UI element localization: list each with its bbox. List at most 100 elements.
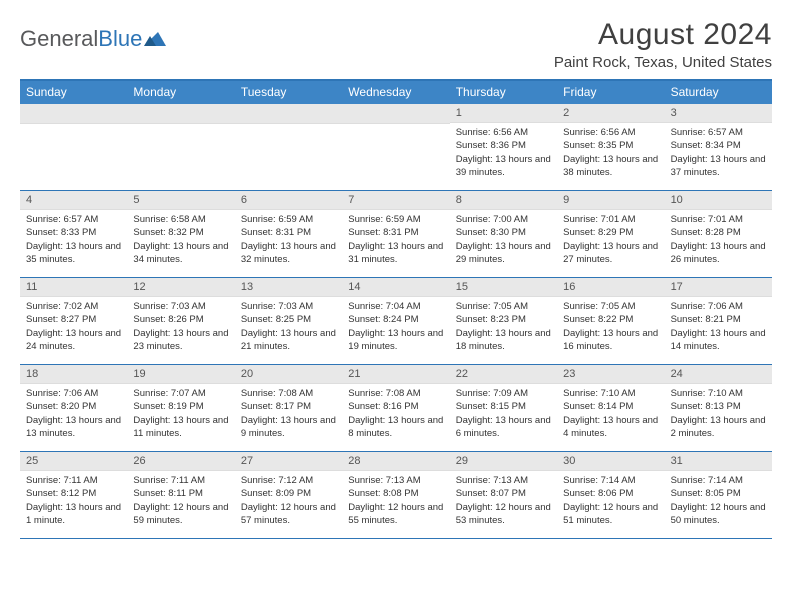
sunset-text: Sunset: 8:06 PM — [563, 487, 658, 500]
sunrise-text: Sunrise: 7:10 AM — [671, 387, 766, 400]
sunset-text: Sunset: 8:07 PM — [456, 487, 551, 500]
calendar-day: 30Sunrise: 7:14 AMSunset: 8:06 PMDayligh… — [557, 452, 664, 538]
sunset-text: Sunset: 8:17 PM — [241, 400, 336, 413]
sunrise-text: Sunrise: 7:03 AM — [133, 300, 228, 313]
daylight-text: Daylight: 12 hours and 57 minutes. — [241, 501, 336, 528]
empty-date-row — [235, 104, 342, 124]
daylight-text: Daylight: 12 hours and 53 minutes. — [456, 501, 551, 528]
daylight-text: Daylight: 13 hours and 26 minutes. — [671, 240, 766, 267]
day-detail: Sunrise: 6:57 AMSunset: 8:34 PMDaylight:… — [665, 123, 772, 183]
day-number: 10 — [665, 191, 772, 210]
calendar-day: 29Sunrise: 7:13 AMSunset: 8:07 PMDayligh… — [450, 452, 557, 538]
day-detail: Sunrise: 7:06 AMSunset: 8:20 PMDaylight:… — [20, 384, 127, 444]
calendar-day: 10Sunrise: 7:01 AMSunset: 8:28 PMDayligh… — [665, 191, 772, 277]
day-detail: Sunrise: 7:12 AMSunset: 8:09 PMDaylight:… — [235, 471, 342, 531]
sunrise-text: Sunrise: 6:56 AM — [563, 126, 658, 139]
sunrise-text: Sunrise: 6:59 AM — [348, 213, 443, 226]
day-number: 22 — [450, 365, 557, 384]
daylight-text: Daylight: 13 hours and 29 minutes. — [456, 240, 551, 267]
day-detail: Sunrise: 6:56 AMSunset: 8:35 PMDaylight:… — [557, 123, 664, 183]
day-detail: Sunrise: 7:11 AMSunset: 8:12 PMDaylight:… — [20, 471, 127, 531]
day-number: 4 — [20, 191, 127, 210]
calendar-day: 2Sunrise: 6:56 AMSunset: 8:35 PMDaylight… — [557, 104, 664, 190]
daylight-text: Daylight: 13 hours and 31 minutes. — [348, 240, 443, 267]
calendar-day: 20Sunrise: 7:08 AMSunset: 8:17 PMDayligh… — [235, 365, 342, 451]
calendar-day: 22Sunrise: 7:09 AMSunset: 8:15 PMDayligh… — [450, 365, 557, 451]
weekday-header: Sunday — [20, 81, 127, 104]
sunset-text: Sunset: 8:05 PM — [671, 487, 766, 500]
daylight-text: Daylight: 13 hours and 13 minutes. — [26, 414, 121, 441]
calendar-day: 12Sunrise: 7:03 AMSunset: 8:26 PMDayligh… — [127, 278, 234, 364]
calendar-day: 26Sunrise: 7:11 AMSunset: 8:11 PMDayligh… — [127, 452, 234, 538]
calendar-week: 25Sunrise: 7:11 AMSunset: 8:12 PMDayligh… — [20, 452, 772, 539]
calendar-day-empty — [342, 104, 449, 190]
day-number: 21 — [342, 365, 449, 384]
day-detail: Sunrise: 7:05 AMSunset: 8:22 PMDaylight:… — [557, 297, 664, 357]
sunrise-text: Sunrise: 6:59 AM — [241, 213, 336, 226]
sunrise-text: Sunrise: 7:04 AM — [348, 300, 443, 313]
calendar-day: 17Sunrise: 7:06 AMSunset: 8:21 PMDayligh… — [665, 278, 772, 364]
sunset-text: Sunset: 8:24 PM — [348, 313, 443, 326]
day-detail: Sunrise: 7:10 AMSunset: 8:14 PMDaylight:… — [557, 384, 664, 444]
daylight-text: Daylight: 13 hours and 16 minutes. — [563, 327, 658, 354]
sunrise-text: Sunrise: 7:08 AM — [241, 387, 336, 400]
weekday-header: Friday — [557, 81, 664, 104]
day-detail: Sunrise: 7:01 AMSunset: 8:28 PMDaylight:… — [665, 210, 772, 270]
sunset-text: Sunset: 8:20 PM — [26, 400, 121, 413]
sunset-text: Sunset: 8:34 PM — [671, 139, 766, 152]
sunrise-text: Sunrise: 7:05 AM — [563, 300, 658, 313]
day-detail: Sunrise: 7:03 AMSunset: 8:26 PMDaylight:… — [127, 297, 234, 357]
daylight-text: Daylight: 13 hours and 21 minutes. — [241, 327, 336, 354]
day-detail: Sunrise: 7:13 AMSunset: 8:07 PMDaylight:… — [450, 471, 557, 531]
day-detail: Sunrise: 6:57 AMSunset: 8:33 PMDaylight:… — [20, 210, 127, 270]
sunrise-text: Sunrise: 7:06 AM — [26, 387, 121, 400]
calendar-day: 14Sunrise: 7:04 AMSunset: 8:24 PMDayligh… — [342, 278, 449, 364]
empty-date-row — [20, 104, 127, 124]
day-number: 14 — [342, 278, 449, 297]
day-number: 30 — [557, 452, 664, 471]
sunrise-text: Sunrise: 7:11 AM — [26, 474, 121, 487]
weeks-container: 1Sunrise: 6:56 AMSunset: 8:36 PMDaylight… — [20, 104, 772, 539]
sunrise-text: Sunrise: 7:01 AM — [671, 213, 766, 226]
day-detail: Sunrise: 7:03 AMSunset: 8:25 PMDaylight:… — [235, 297, 342, 357]
empty-date-row — [127, 104, 234, 124]
sunset-text: Sunset: 8:25 PM — [241, 313, 336, 326]
calendar-week: 11Sunrise: 7:02 AMSunset: 8:27 PMDayligh… — [20, 278, 772, 365]
day-detail: Sunrise: 7:00 AMSunset: 8:30 PMDaylight:… — [450, 210, 557, 270]
sunset-text: Sunset: 8:32 PM — [133, 226, 228, 239]
daylight-text: Daylight: 12 hours and 50 minutes. — [671, 501, 766, 528]
sunset-text: Sunset: 8:08 PM — [348, 487, 443, 500]
sunrise-text: Sunrise: 6:56 AM — [456, 126, 551, 139]
sunrise-text: Sunrise: 7:06 AM — [671, 300, 766, 313]
day-detail: Sunrise: 7:14 AMSunset: 8:05 PMDaylight:… — [665, 471, 772, 531]
sunrise-text: Sunrise: 6:57 AM — [671, 126, 766, 139]
day-number: 3 — [665, 104, 772, 123]
calendar-day: 16Sunrise: 7:05 AMSunset: 8:22 PMDayligh… — [557, 278, 664, 364]
calendar-day: 23Sunrise: 7:10 AMSunset: 8:14 PMDayligh… — [557, 365, 664, 451]
daylight-text: Daylight: 13 hours and 2 minutes. — [671, 414, 766, 441]
calendar-day: 31Sunrise: 7:14 AMSunset: 8:05 PMDayligh… — [665, 452, 772, 538]
daylight-text: Daylight: 13 hours and 39 minutes. — [456, 153, 551, 180]
day-number: 13 — [235, 278, 342, 297]
day-detail: Sunrise: 7:05 AMSunset: 8:23 PMDaylight:… — [450, 297, 557, 357]
day-number: 25 — [20, 452, 127, 471]
daylight-text: Daylight: 13 hours and 14 minutes. — [671, 327, 766, 354]
calendar-day: 3Sunrise: 6:57 AMSunset: 8:34 PMDaylight… — [665, 104, 772, 190]
calendar-day: 28Sunrise: 7:13 AMSunset: 8:08 PMDayligh… — [342, 452, 449, 538]
day-number: 27 — [235, 452, 342, 471]
daylight-text: Daylight: 13 hours and 38 minutes. — [563, 153, 658, 180]
daylight-text: Daylight: 13 hours and 23 minutes. — [133, 327, 228, 354]
day-detail: Sunrise: 6:59 AMSunset: 8:31 PMDaylight:… — [235, 210, 342, 270]
sunrise-text: Sunrise: 7:02 AM — [26, 300, 121, 313]
sunset-text: Sunset: 8:14 PM — [563, 400, 658, 413]
calendar-page: GeneralBlue August 2024 Paint Rock, Texa… — [0, 0, 792, 539]
day-number: 1 — [450, 104, 557, 123]
daylight-text: Daylight: 13 hours and 9 minutes. — [241, 414, 336, 441]
sunset-text: Sunset: 8:23 PM — [456, 313, 551, 326]
sunrise-text: Sunrise: 7:07 AM — [133, 387, 228, 400]
day-detail: Sunrise: 7:10 AMSunset: 8:13 PMDaylight:… — [665, 384, 772, 444]
sunset-text: Sunset: 8:35 PM — [563, 139, 658, 152]
sunset-text: Sunset: 8:11 PM — [133, 487, 228, 500]
sunrise-text: Sunrise: 7:14 AM — [671, 474, 766, 487]
day-number: 8 — [450, 191, 557, 210]
